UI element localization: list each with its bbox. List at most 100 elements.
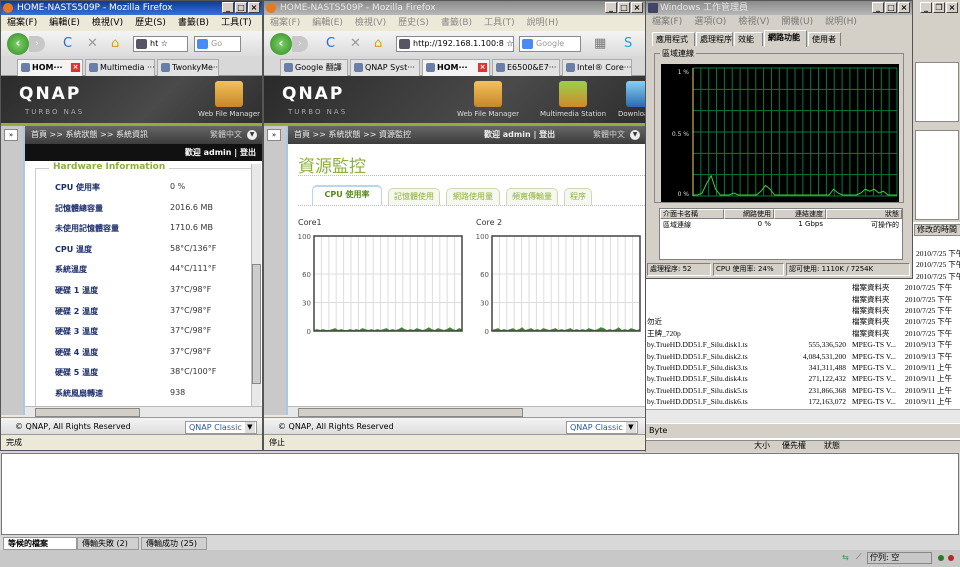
file-row[interactable]: by.TrueHD.DD51.F_Silu.disk2.ts 4,084,531,… [646,351,960,362]
file-row[interactable]: 王牌_720p 檔案資料夾 2010/7/25 下午 [646,328,960,339]
browser-tab[interactable]: Multimedia ··· [85,59,155,76]
menu-item[interactable]: 檔案(F) [270,18,301,28]
file-list-header-date[interactable]: 修改的時間 [914,224,960,236]
file-row[interactable]: by.TrueHD.DD51.F_Silu.disk5.ts 231,866,36… [646,385,960,396]
horizontal-scrollbar[interactable] [25,406,262,417]
menu-item[interactable]: 工具(T) [221,18,252,28]
task-manager-tab[interactable]: 處理程序 [696,32,733,46]
file-row[interactable]: by.TrueHD.DD51.F_Silu.disk1.ts 555,336,52… [646,339,960,350]
scroll-thumb[interactable] [298,408,523,417]
url-bar[interactable]: ht ☆ [133,36,188,52]
minimize-button[interactable]: _ [222,2,234,13]
browser-tab[interactable]: HOM··· × [17,59,83,76]
column-header[interactable]: 介面卡名稱 [660,209,724,219]
column-header[interactable]: 網路使用 [724,209,774,219]
close-button[interactable]: × [946,2,958,13]
task-manager-tab[interactable]: 網路功能 [764,30,807,47]
maximize-button[interactable]: □ [235,2,247,13]
chevron-down-icon[interactable]: ▼ [247,130,257,140]
forward-button[interactable]: › [29,36,45,52]
menu-item[interactable]: 書籤(B) [177,18,210,28]
queue-col-status[interactable]: 狀態 [824,441,840,450]
url-bar[interactable]: http://192.168.1.100:8 ☆ [396,36,514,52]
file-row[interactable]: by.TrueHD.DD51.F_Silu.disk4.ts 271,122,43… [646,373,960,384]
browser-tab[interactable]: Google 翻譯 [280,59,348,76]
browser-tab[interactable]: HOM··· × [422,59,490,76]
theme-select[interactable]: QNAP Classic [566,421,638,434]
task-manager-tab[interactable]: 使用者 [808,32,841,46]
maximize-button[interactable]: □ [618,2,630,13]
close-tab-icon[interactable]: × [478,63,487,72]
transfer-tab[interactable]: 等候的檔案 [3,537,77,550]
maximize-button[interactable]: □ [885,2,897,13]
chevron-down-icon[interactable]: ▼ [630,130,640,140]
menu-item[interactable]: 編輯(E) [49,18,80,28]
menu-item[interactable]: 說明(H) [526,18,559,28]
minimize-button[interactable]: _ [920,2,932,13]
column-header[interactable]: 狀態 [826,209,902,219]
reload-icon[interactable]: C [63,36,73,51]
menu-item[interactable]: 工具(T) [484,18,515,28]
resource-tab[interactable]: 記憶體使用 [388,188,440,205]
home-icon[interactable]: ⌂ [111,36,120,51]
menu-item[interactable]: 說明(H) [825,17,857,27]
search-bar[interactable]: Go [194,36,241,52]
resource-tab[interactable]: 頻寬傳輸量 [506,188,558,205]
transfer-tab[interactable]: 傳輸成功 (25) [141,537,207,550]
horizontal-scrollbar[interactable] [288,406,645,417]
file-row[interactable]: 2010/7/25 下午 [646,259,960,270]
menu-item[interactable]: 書籤(B) [440,18,473,28]
multimedia-station-link[interactable]: Multimedia Station [532,81,614,118]
search-bar[interactable]: Google [519,36,581,52]
language-select[interactable]: 繁體中文 [593,130,625,139]
task-manager-tab[interactable]: 應用程式 [652,32,695,46]
stop-icon[interactable]: ✕ [350,36,361,51]
minimize-button[interactable]: _ [872,2,884,13]
scroll-thumb[interactable] [252,264,261,384]
browser-tab[interactable]: TwonkyMe··· [157,59,219,76]
close-button[interactable]: × [898,2,910,13]
back-button[interactable]: ‹ [270,33,292,55]
reload-icon[interactable]: C [326,36,336,51]
adapter-cell[interactable]: 區域連線 [663,221,691,229]
menu-item[interactable]: 選項(O) [694,17,727,27]
close-tab-icon[interactable]: × [71,63,80,72]
menu-item[interactable]: 歷史(S) [135,18,166,28]
transfer-tab[interactable]: 傳輸失敗 (2) [77,537,139,550]
browser-tab[interactable]: QNAP Syst··· [350,59,420,76]
language-select[interactable]: 繁體中文 [210,130,242,139]
file-row[interactable]: 檔案資料夾 2010/7/25 下午 [646,305,960,316]
resource-tab[interactable]: 網路使用量 [446,188,500,205]
resource-tab[interactable]: 程序 [564,188,592,205]
web-file-manager-link[interactable]: Web File Manager [193,81,262,118]
column-header[interactable]: 連結速度 [774,209,826,219]
close-button[interactable]: × [248,2,260,13]
file-row[interactable]: 檔案資料夾 2010/7/25 下午 [646,282,960,293]
queue-col-priority[interactable]: 優先權 [782,441,806,450]
menu-item[interactable]: 關機(U) [781,17,814,27]
menu-item[interactable]: 檔案(F) [7,18,38,28]
menu-item[interactable]: 歷史(S) [398,18,429,28]
expand-sidebar-button[interactable]: » [4,129,18,141]
file-row[interactable]: by.TrueHD.DD51.F_Silu.disk3.ts 341,311,48… [646,362,960,373]
web-file-manager-link[interactable]: Web File Manager [452,81,524,118]
vertical-scrollbar[interactable] [251,164,261,406]
close-button[interactable]: × [631,2,643,13]
minimize-button[interactable]: _ [605,2,617,13]
menu-item[interactable]: 檢視(V) [354,18,387,28]
browser-tab[interactable]: E6500&E7··· [492,59,560,76]
stop-icon[interactable]: ✕ [87,36,98,51]
file-row[interactable]: 2010/7/25 下午 [646,248,960,259]
file-row[interactable]: 2010/7/25 下午 [646,271,960,282]
download-station-link[interactable]: Download [618,81,645,118]
skype-icon[interactable]: S [624,36,633,51]
menu-item[interactable]: 檔案(F) [652,17,683,27]
restore-button[interactable]: ❐ [933,2,945,13]
home-icon[interactable]: ⌂ [374,36,383,51]
file-row[interactable]: 檔案資料夾 2010/7/25 下午 [646,294,960,305]
grid-icon[interactable]: ▦ [594,36,607,51]
back-button[interactable]: ‹ [7,33,29,55]
menu-item[interactable]: 檢視(V) [91,18,124,28]
file-row[interactable]: 勿近 檔案資料夾 2010/7/25 下午 [646,316,960,327]
browser-tab[interactable]: Intel® Core··· [562,59,632,76]
